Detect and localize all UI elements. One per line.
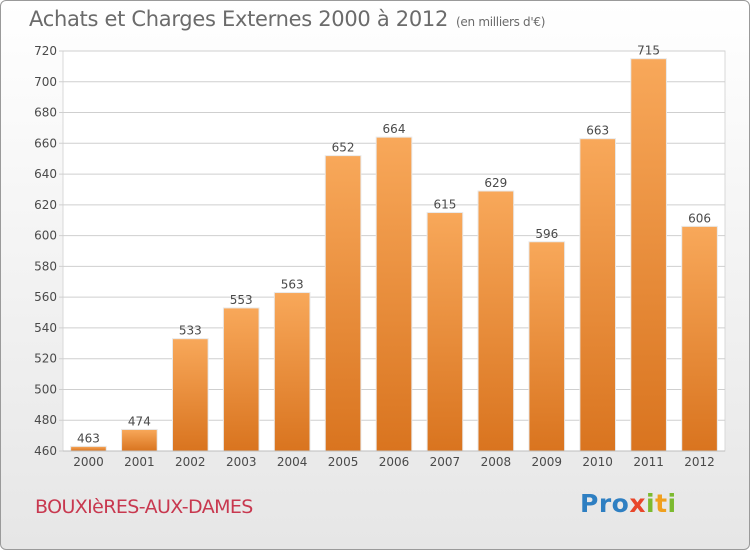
- y-tick-label: 620: [34, 198, 57, 212]
- data-label: 474: [128, 414, 151, 428]
- x-tick-label: 2005: [328, 455, 359, 469]
- data-label: 596: [535, 227, 558, 241]
- logo-letter: P: [580, 489, 599, 518]
- data-label: 615: [433, 198, 456, 212]
- y-tick-label: 460: [34, 444, 57, 458]
- bar: [222, 307, 260, 452]
- y-tick-label: 680: [34, 106, 57, 120]
- y-tick-label: 520: [34, 352, 57, 366]
- bar: [528, 241, 566, 452]
- x-tick-label: 2003: [226, 455, 257, 469]
- logo-letter: i: [646, 489, 656, 518]
- x-tick-label: 2010: [582, 455, 613, 469]
- data-label: 553: [230, 293, 253, 307]
- bar: [426, 212, 464, 452]
- x-tick-label: 2000: [73, 455, 104, 469]
- bar: [375, 136, 413, 452]
- x-tick-label: 2012: [684, 455, 715, 469]
- bar: [70, 445, 107, 452]
- y-tick-label: 480: [34, 413, 57, 427]
- proxiti-logo: Proxiti: [580, 489, 677, 518]
- data-label: 606: [688, 211, 711, 225]
- x-tick-label: 2002: [175, 455, 206, 469]
- y-tick-label: 660: [34, 136, 57, 150]
- x-tick-label: 2007: [430, 455, 461, 469]
- x-tick-label: 2006: [379, 455, 410, 469]
- data-label: 629: [484, 176, 507, 190]
- bar: [171, 338, 209, 452]
- y-tick-label: 640: [34, 167, 57, 181]
- y-tick-label: 540: [34, 321, 57, 335]
- bar: [324, 155, 362, 452]
- y-tick-label: 580: [34, 259, 57, 273]
- bar: [681, 225, 718, 452]
- y-tick-label: 700: [34, 75, 57, 89]
- data-label: 663: [586, 124, 609, 138]
- bar: [273, 292, 311, 452]
- data-label: 533: [179, 324, 202, 338]
- data-label: 652: [332, 141, 355, 155]
- chart-title-text: Achats et Charges Externes 2000 à 2012: [29, 7, 449, 31]
- data-label: 715: [637, 44, 660, 58]
- logo-letter: x: [629, 489, 646, 518]
- data-label: 463: [77, 431, 100, 445]
- x-tick-label: 2001: [124, 455, 155, 469]
- logo-letter: i: [667, 489, 677, 518]
- bar: [121, 428, 158, 452]
- chart-unit-note: (en milliers d'€): [456, 15, 546, 29]
- logo-letter: r: [598, 489, 612, 518]
- data-label: 664: [383, 122, 406, 136]
- y-tick-label: 600: [34, 229, 57, 243]
- bar: [579, 138, 617, 452]
- x-tick-label: 2011: [633, 455, 664, 469]
- x-tick-label: 2004: [277, 455, 308, 469]
- y-tick-label: 560: [34, 290, 57, 304]
- x-tick-label: 2008: [481, 455, 512, 469]
- bar: [630, 58, 667, 452]
- commune-name: BOUXIèRES-AUX-DAMES: [35, 496, 253, 518]
- data-label: 563: [281, 278, 304, 292]
- logo-letter: o: [611, 489, 630, 518]
- bar: [477, 190, 515, 452]
- x-tick-label: 2009: [531, 455, 562, 469]
- y-tick-label: 720: [34, 44, 57, 58]
- logo-letter: t: [655, 489, 668, 518]
- y-tick-label: 500: [34, 382, 57, 396]
- chart-title: Achats et Charges Externes 2000 à 2012 (e…: [29, 7, 545, 31]
